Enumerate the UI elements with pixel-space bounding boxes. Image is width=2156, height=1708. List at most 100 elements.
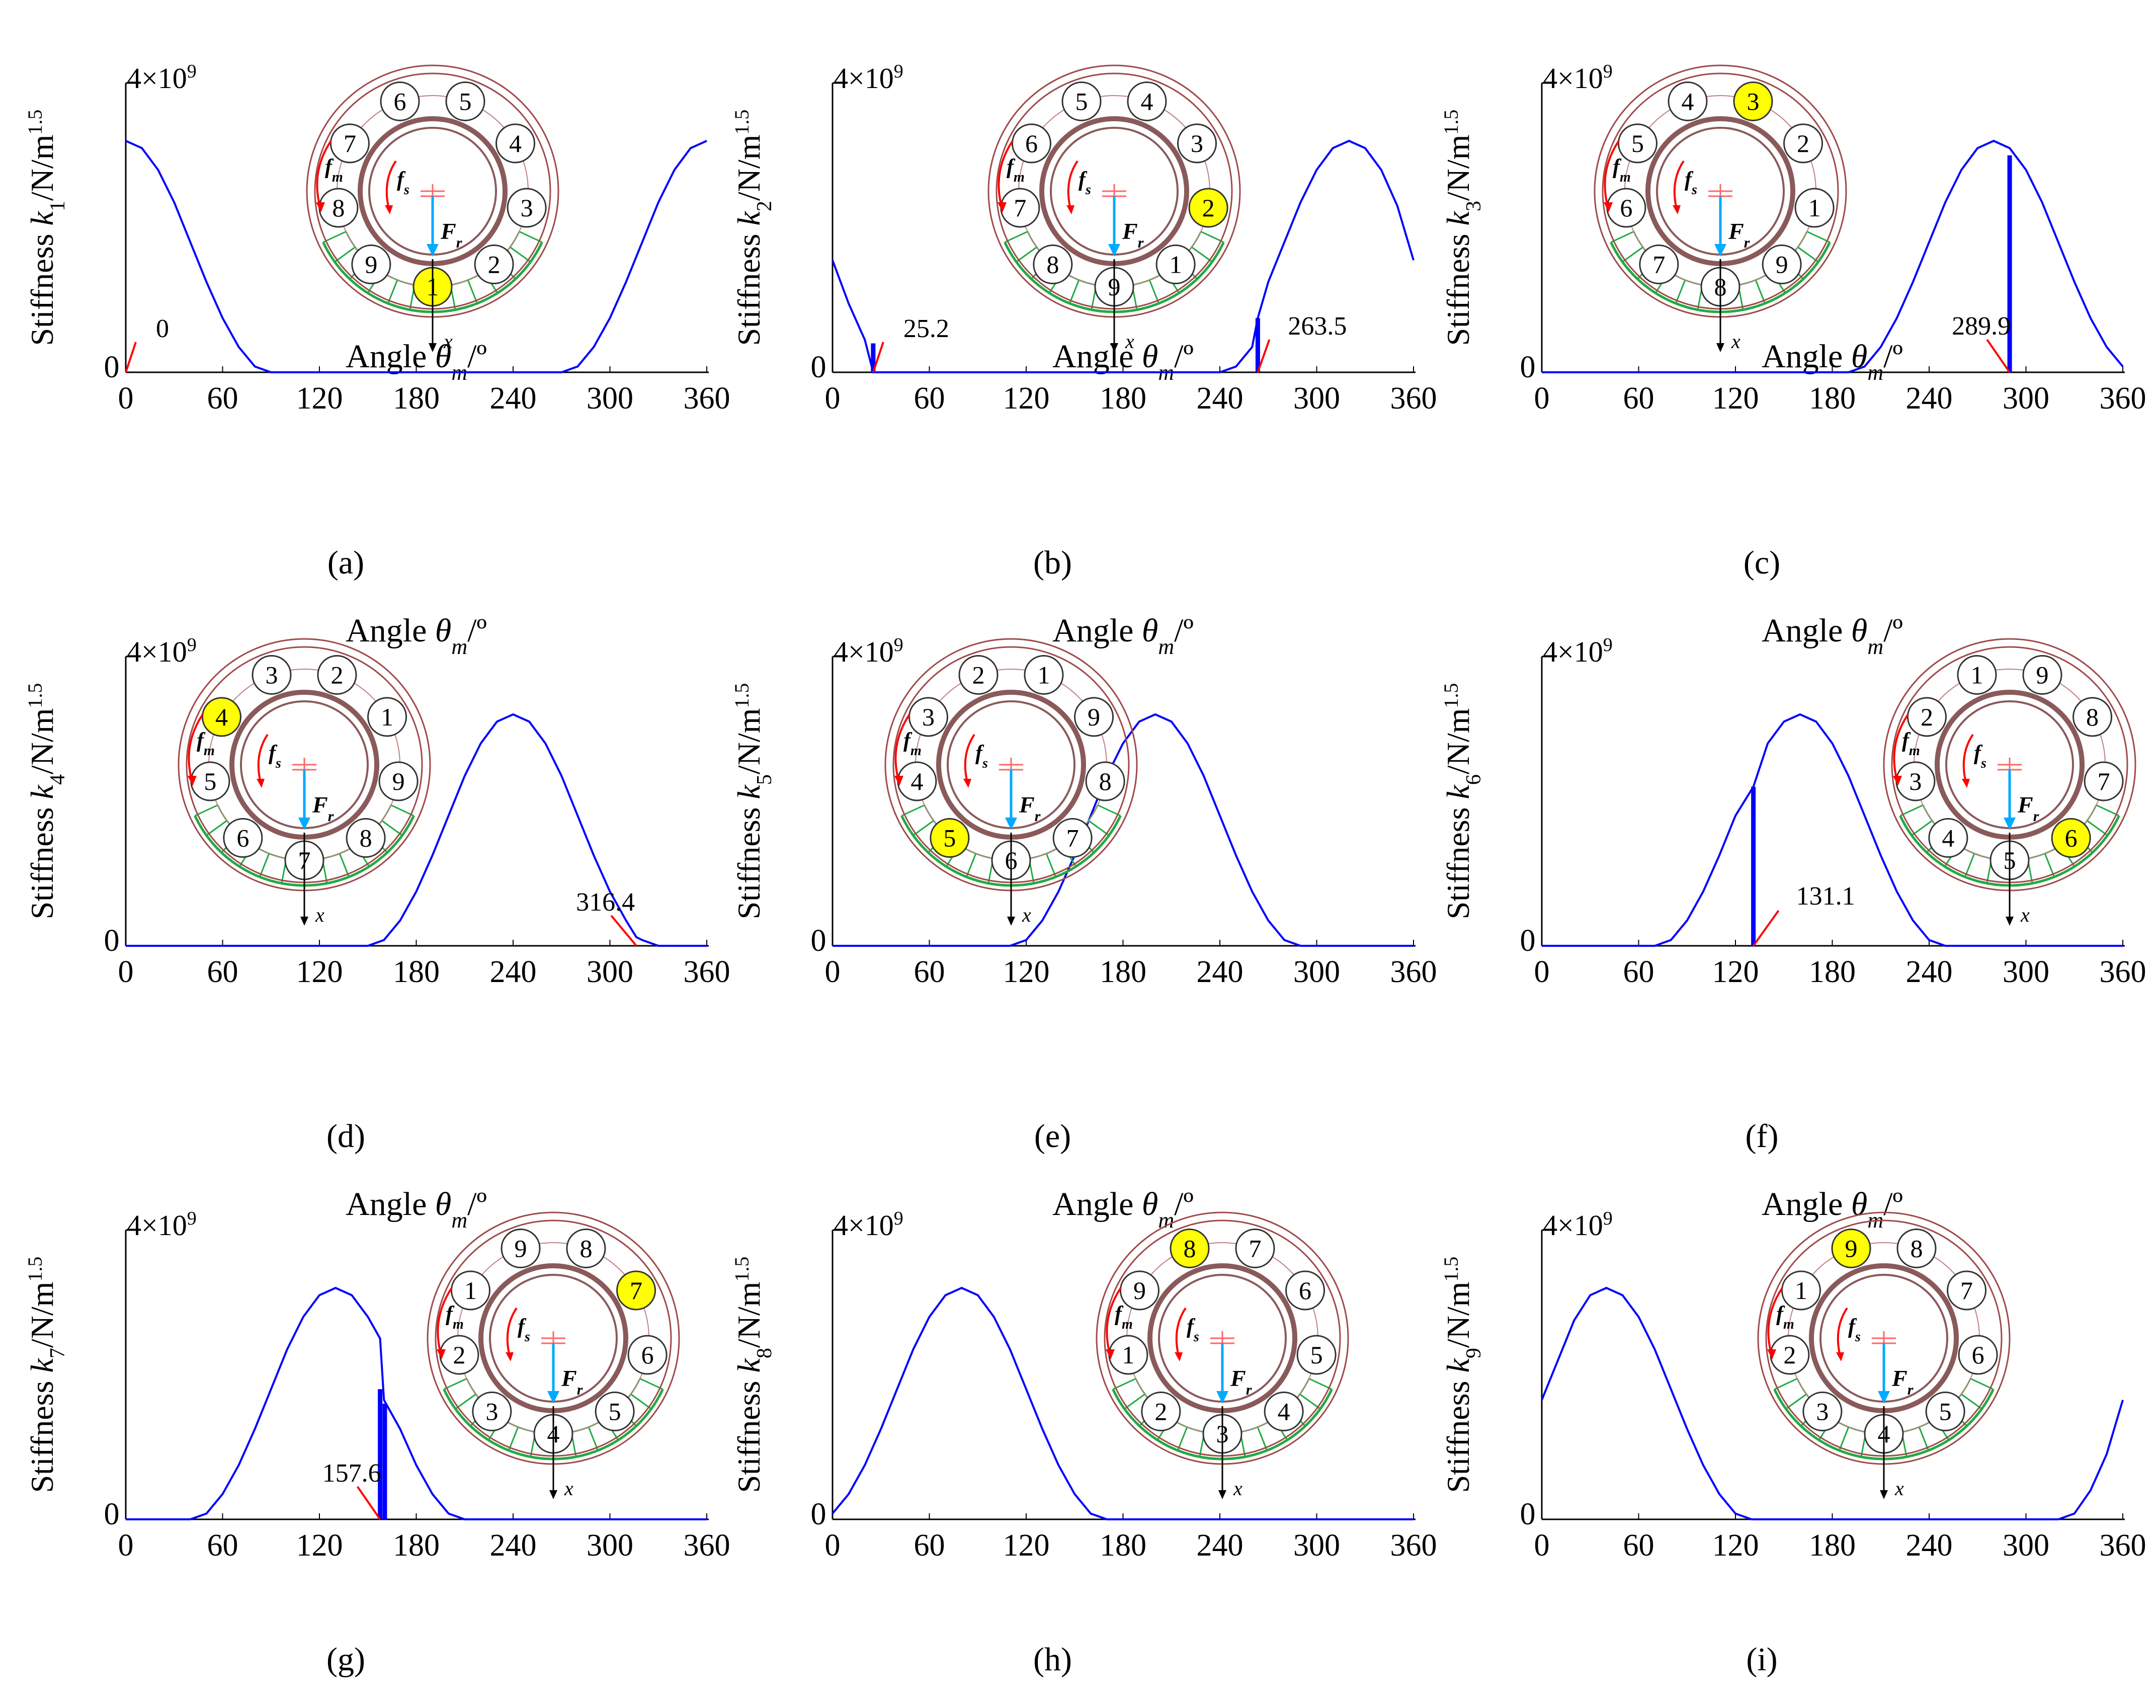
ball-label: 2 (1783, 1341, 1796, 1369)
fs-label: fs (397, 168, 409, 198)
y-tick-label-max: 4×109 (834, 61, 903, 95)
ball-7 (1639, 245, 1679, 285)
ball-8 (1085, 761, 1125, 801)
ball-label: 8 (2086, 703, 2099, 731)
ball-label: 1 (381, 703, 393, 731)
fs-f: f (975, 742, 984, 765)
ball-label: 6 (1025, 129, 1038, 157)
x-axis-label: Angle θm/º (1052, 338, 1194, 385)
y-label-suffix: /N/m (731, 1282, 767, 1348)
ball-label: 9 (2036, 661, 2048, 689)
y-max-base: 4×10 (834, 1209, 894, 1242)
y-label-k: k (731, 784, 767, 799)
y-tick-label-zero: 0 (811, 350, 826, 384)
x-tick-label: 240 (1197, 381, 1243, 416)
y-label-exp: 1.5 (24, 110, 46, 135)
y-label-exp: 1.5 (730, 683, 753, 708)
ball-7 (1052, 818, 1093, 858)
ball-5 (1617, 123, 1657, 164)
ball-9 (378, 761, 419, 801)
fm-sub: m (1122, 1317, 1133, 1332)
annotation-leader (1986, 339, 2011, 373)
panel-label: (e) (1034, 1118, 1071, 1155)
y-tick-label-max: 4×109 (1543, 61, 1613, 95)
ball-label: 9 (392, 767, 405, 795)
ball-8 (1170, 1228, 1210, 1268)
ball-label: 3 (266, 661, 278, 689)
load-label-sub: r (328, 808, 334, 825)
y-max-base: 4×10 (1543, 62, 1603, 95)
y-axis-label: Stiffness k2/N/m1.5 (730, 110, 777, 346)
x-tick-label: 180 (393, 955, 440, 989)
fs-arrow-head (1175, 1352, 1183, 1361)
ball-label: 8 (1099, 767, 1112, 795)
load-label-sub: r (577, 1381, 583, 1398)
x-tick-label: 240 (1197, 955, 1243, 989)
x-tick-label: 0 (118, 955, 134, 989)
load-label-sub: r (1908, 1381, 1914, 1398)
y-label-exp: 1.5 (730, 1257, 753, 1282)
ball-5 (595, 1392, 635, 1432)
x-tick-label: 60 (1623, 1528, 1654, 1563)
ball-label: 4 (1140, 87, 1153, 115)
ball-label: 1 (1795, 1276, 1807, 1305)
x-label-word: Angle (346, 338, 435, 375)
x-tick-label: 120 (1712, 1528, 1759, 1563)
load-zone-tick (1785, 1394, 1807, 1410)
fm-sub: m (1783, 1317, 1794, 1332)
y-tick-label-max: 4×109 (1543, 1208, 1613, 1242)
x-tick-label: 60 (207, 381, 238, 416)
load-arrow-head (1714, 244, 1726, 257)
y-axis-label: Stiffness k9/N/m1.5 (1440, 1257, 1486, 1493)
fm-arrow (188, 713, 204, 780)
fs-arrow (257, 734, 269, 783)
ball-1 (367, 697, 407, 737)
x-tick-label: 0 (825, 955, 841, 989)
y-label-prefix: Stiffness (731, 799, 767, 920)
ball-label: 4 (910, 767, 923, 795)
x-label-word: Angle (1762, 1186, 1851, 1223)
fs-f: f (518, 1315, 527, 1338)
x-tick-label: 240 (490, 381, 537, 416)
x-label-word: Angle (346, 612, 435, 649)
x-tick-label: 60 (914, 955, 945, 989)
y-label-prefix: Stiffness (1440, 226, 1476, 346)
ball-7 (1947, 1270, 1987, 1311)
fm-arrow (1767, 1287, 1783, 1354)
x-tick-label: 60 (1623, 955, 1654, 989)
x-tick-label: 120 (296, 381, 343, 416)
load-zone-tick (1004, 230, 1028, 243)
x-tick-label: 120 (1712, 381, 1759, 416)
x-tick-label: 240 (1197, 1528, 1243, 1563)
x-tick-label: 180 (1100, 1528, 1146, 1563)
fm-label: fm (903, 729, 922, 759)
ball-1 (1024, 655, 1064, 695)
y-tick-label-zero: 0 (1520, 350, 1536, 384)
ball-label: 2 (330, 661, 343, 689)
ball-label: 2 (1154, 1398, 1167, 1426)
y-tick-label-max: 4×109 (127, 1208, 197, 1242)
x-label-unit: /º (1174, 338, 1194, 375)
y-max-exp: 9 (1603, 61, 1613, 82)
y-label-sub: 7 (46, 1348, 69, 1358)
fm-arrow (894, 713, 910, 780)
x-tick-label: 180 (1809, 955, 1856, 989)
load-zone-tick (194, 804, 218, 817)
load-zone-tick (443, 1377, 467, 1390)
ball-label: 7 (1066, 824, 1079, 852)
load-zone-tick (1918, 1427, 1930, 1451)
load-zone-tick (1964, 853, 1975, 877)
fs-arrow-head (963, 779, 971, 788)
y-max-exp: 9 (894, 61, 903, 82)
load-label: Fr (561, 1365, 583, 1398)
ball-label: 9 (515, 1234, 527, 1262)
x-label-word: Angle (1052, 338, 1142, 375)
x-tick-label: 300 (2003, 381, 2049, 416)
load-arrow-head (298, 818, 310, 830)
x-direction-label: x (2020, 904, 2030, 926)
load-zone-tick (1961, 1394, 1982, 1410)
load-label-F: F (2017, 792, 2033, 818)
fs-label: fs (1079, 168, 1091, 198)
